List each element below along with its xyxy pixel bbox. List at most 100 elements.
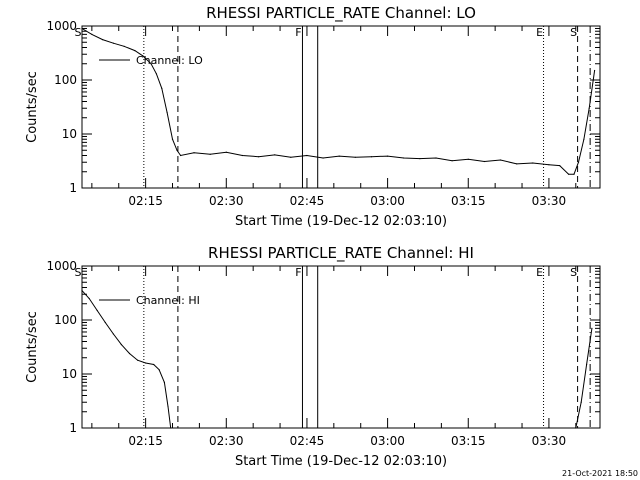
- data-point: [306, 154, 308, 157]
- plot-frame: [81, 265, 601, 429]
- y-tick-label: 1000: [46, 259, 77, 273]
- data-point: [120, 344, 122, 346]
- x-tick-label: 02:45: [290, 434, 325, 448]
- data-point: [290, 156, 292, 158]
- data-point: [575, 427, 577, 429]
- event-marker-label: S: [75, 266, 82, 279]
- data-point: [419, 158, 421, 160]
- data-point: [322, 157, 324, 159]
- data-point: [158, 369, 160, 371]
- data-point: [591, 327, 593, 329]
- y-tick-label: 1: [69, 421, 77, 435]
- data-point: [91, 33, 93, 36]
- y-axis-label: Counts/sec: [25, 71, 40, 143]
- data-point: [161, 87, 163, 89]
- data-point: [137, 359, 139, 361]
- x-tick-label: 03:30: [532, 194, 567, 208]
- x-tick-label: 03:15: [451, 194, 486, 208]
- y-tick-label: 100: [54, 73, 77, 87]
- event-marker-label: F: [295, 26, 301, 39]
- event-marker-label: E: [536, 26, 543, 39]
- data-point: [403, 157, 405, 159]
- data-point: [209, 153, 211, 155]
- data-point: [532, 162, 534, 164]
- data-point: [88, 297, 90, 300]
- data-point: [577, 161, 580, 163]
- x-tick-label: 03:00: [370, 434, 405, 448]
- data-point: [142, 55, 144, 57]
- data-point: [167, 405, 169, 408]
- data-point: [580, 401, 582, 403]
- event-marker-label: F: [295, 266, 301, 279]
- data-point: [258, 156, 260, 158]
- event-marker-label: S: [75, 26, 82, 39]
- series-line: [81, 290, 593, 429]
- data-point: [370, 156, 373, 158]
- x-tick-label: 02:45: [290, 194, 325, 208]
- data-point: [594, 69, 596, 72]
- legend-label: Channel: LO: [136, 54, 203, 67]
- data-point: [104, 321, 106, 324]
- data-point: [193, 152, 195, 154]
- chart-title: RHESSI PARTICLE_RATE Channel: HI: [208, 244, 474, 263]
- data-point: [559, 165, 561, 167]
- y-tick-label: 100: [54, 313, 77, 327]
- data-point: [171, 138, 174, 140]
- x-axis-label: Start Time (19-Dec-12 02:03:10): [235, 454, 447, 469]
- event-marker-label: S: [570, 26, 577, 39]
- data-point: [274, 154, 276, 156]
- data-point: [155, 73, 157, 75]
- data-point: [583, 138, 585, 140]
- y-axis-label: Counts/sec: [25, 311, 40, 383]
- data-point: [81, 290, 83, 292]
- data-point: [176, 149, 178, 151]
- x-tick-label: 03:15: [451, 434, 486, 448]
- data-point: [112, 333, 114, 335]
- data-point: [573, 173, 575, 175]
- y-tick-label: 1: [69, 181, 77, 195]
- data-point: [451, 160, 453, 162]
- x-axis-label: Start Time (19-Dec-12 02:03:10): [235, 214, 447, 229]
- event-marker-label: S: [570, 266, 577, 279]
- generation-timestamp: 21-Oct-2021 18:50: [562, 469, 638, 478]
- data-point: [150, 63, 152, 65]
- data-point: [548, 164, 550, 166]
- data-point: [354, 156, 356, 158]
- data-point: [241, 154, 243, 157]
- data-point: [123, 45, 125, 47]
- data-point: [163, 381, 165, 383]
- data-point: [81, 27, 83, 30]
- data-point: [166, 111, 168, 114]
- data-point: [516, 163, 518, 165]
- data-point: [134, 50, 136, 52]
- data-point: [225, 151, 227, 153]
- data-point: [586, 363, 588, 366]
- panel-lo: RHESSI PARTICLE_RATE Channel: LO 1 10 100 10…: [25, 4, 601, 229]
- y-tick-label: 10: [62, 127, 77, 141]
- x-tick-label: 03:00: [370, 194, 405, 208]
- data-point: [153, 363, 155, 366]
- data-point: [499, 159, 502, 161]
- data-point: [568, 173, 570, 175]
- x-tick-label: 02:30: [209, 434, 244, 448]
- panel-hi: RHESSI PARTICLE_RATE Channel: HI 1 10 100 10…: [25, 244, 601, 469]
- event-marker-label: E: [536, 266, 543, 279]
- x-tick-label: 03:30: [532, 434, 567, 448]
- x-tick-label: 02:15: [128, 194, 163, 208]
- y-tick-label: 1000: [46, 19, 77, 33]
- data-point: [96, 309, 98, 312]
- data-point: [180, 154, 182, 157]
- legend-label: Channel: HI: [136, 294, 200, 307]
- data-point: [483, 160, 485, 163]
- data-point: [387, 155, 389, 157]
- y-tick-label: 10: [62, 367, 77, 381]
- data-point: [338, 155, 340, 157]
- data-point: [112, 42, 114, 44]
- x-tick-label: 02:15: [128, 434, 163, 448]
- data-point: [102, 39, 104, 41]
- series-line: [81, 28, 596, 175]
- data-point: [145, 362, 147, 364]
- x-tick-label: 02:30: [209, 194, 244, 208]
- data-point: [435, 157, 437, 159]
